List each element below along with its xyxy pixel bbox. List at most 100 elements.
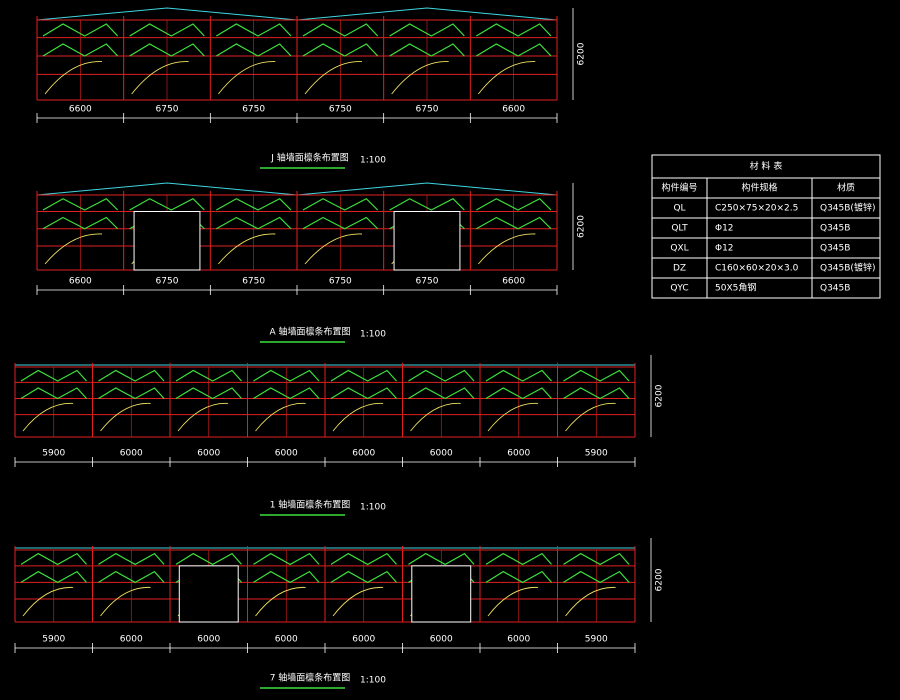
tie-rod [304,233,363,265]
elevation-title: A 轴墙面檩条布置图 [269,326,350,338]
span-label: 6750 [329,277,352,287]
brace [20,570,87,584]
tie-rod [565,402,616,432]
scale-label: 1:100 [360,503,386,513]
scale-label: 1:100 [360,156,386,166]
span-label: 5900 [42,449,65,459]
span-label: 6000 [507,635,530,645]
table-cell: C160×60×20×3.0 [715,264,799,274]
table-cell: QYC [670,284,688,294]
brace [302,23,379,37]
brace [476,43,552,57]
height-label: 6200 [655,568,665,591]
brace [20,387,87,400]
brace [408,369,475,382]
brace [98,552,165,566]
brace [408,552,475,566]
brace [476,198,552,211]
span-label: 6750 [242,277,265,287]
table-cell: Φ12 [715,244,734,254]
tie-rod [391,61,449,95]
brace [485,387,552,400]
span-label: 6600 [502,277,525,287]
brace [485,552,552,566]
table-cell: QLT [671,224,688,234]
brace [330,387,397,400]
brace [302,43,379,57]
table-cell: Q345B [820,284,850,294]
tie-rod [487,402,539,432]
table-cell: DZ [673,264,686,274]
brace [20,552,87,566]
brace [216,43,292,57]
brace [20,369,87,382]
brace [175,552,242,566]
span-label: 6000 [275,449,298,459]
brace [42,198,119,211]
brace [175,387,242,400]
tie-rod [410,402,461,432]
table-cell: Q345B(镀锌) [820,202,875,214]
table-cell: Q345B(镀锌) [820,262,875,274]
brace [42,216,119,230]
table-cell: Q345B [820,224,850,234]
brace [563,387,630,400]
tie-rod [304,61,363,95]
brace [389,198,465,211]
brace [253,369,320,382]
brace [330,570,397,584]
tie-rod [131,61,189,95]
tie-rod [22,402,74,432]
table-cell: C250×75×20×2.5 [715,204,798,214]
brace [563,369,630,382]
span-label: 6000 [430,635,453,645]
scale-label: 1:100 [360,676,386,686]
brace [330,552,397,566]
tie-rod [477,61,536,95]
door-opening [178,565,239,623]
tie-rod [217,61,276,95]
span-label: 6750 [156,277,179,287]
tie-rod [332,586,384,617]
scale-label: 1:100 [360,330,386,340]
span-label: 6750 [156,105,179,115]
brace [129,23,205,37]
height-label: 6200 [577,215,587,238]
brace [330,369,397,382]
tie-rod [44,233,103,265]
table-cell: Φ12 [715,224,734,234]
brace [408,387,475,400]
brace [389,43,465,57]
span-label: 6000 [120,449,143,459]
brace [563,570,630,584]
brace [98,387,165,400]
height-label: 6200 [577,42,587,65]
span-label: 6000 [120,635,143,645]
brace [216,198,292,211]
span-label: 6000 [352,635,375,645]
span-label: 6000 [507,449,530,459]
brace [389,23,465,37]
span-label: 6000 [275,635,298,645]
table-title: 材 料 表 [750,160,783,172]
span-label: 5900 [585,449,608,459]
tie-rod [477,233,536,265]
span-label: 5900 [42,635,65,645]
door-opening [411,565,472,623]
brace [216,216,292,230]
span-label: 6000 [197,449,220,459]
tie-rod [177,402,229,432]
table-header: 构件规格 [741,182,777,194]
tie-rod [22,586,74,617]
elevation-title: 7 轴墙面檩条布置图 [270,672,351,684]
tie-rod [565,586,616,617]
tie-rod [332,402,384,432]
brace [175,369,242,382]
span-label: 6750 [416,277,439,287]
door-opening [393,211,461,271]
span-label: 6750 [416,105,439,115]
span-label: 6000 [430,449,453,459]
brace [485,369,552,382]
tie-rod [255,586,306,617]
table-cell: QXL [670,244,688,254]
